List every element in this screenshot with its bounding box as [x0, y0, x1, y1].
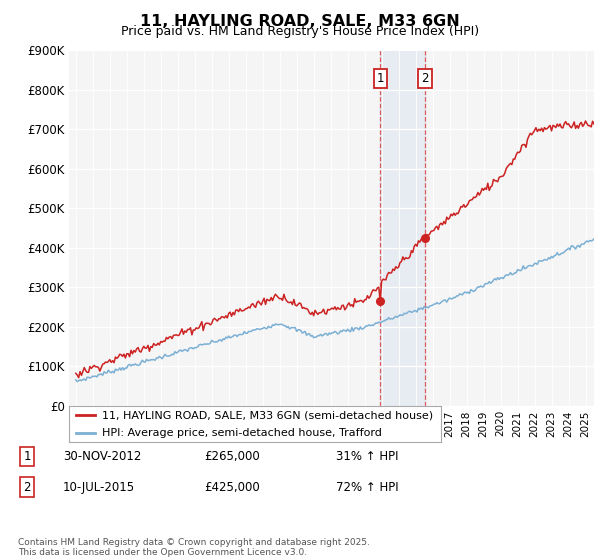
Text: 72% ↑ HPI: 72% ↑ HPI — [336, 480, 398, 494]
Text: 11, HAYLING ROAD, SALE, M33 6GN (semi-detached house): 11, HAYLING ROAD, SALE, M33 6GN (semi-de… — [103, 410, 434, 420]
Text: 30-NOV-2012: 30-NOV-2012 — [63, 450, 142, 463]
Bar — [380, 50, 425, 406]
Text: £265,000: £265,000 — [204, 450, 260, 463]
Text: 10-JUL-2015: 10-JUL-2015 — [63, 480, 135, 494]
Text: Price paid vs. HM Land Registry's House Price Index (HPI): Price paid vs. HM Land Registry's House … — [121, 25, 479, 38]
Text: 1: 1 — [23, 450, 31, 463]
Text: HPI: Average price, semi-detached house, Trafford: HPI: Average price, semi-detached house,… — [103, 428, 382, 438]
Text: 31% ↑ HPI: 31% ↑ HPI — [336, 450, 398, 463]
Text: 11, HAYLING ROAD, SALE, M33 6GN: 11, HAYLING ROAD, SALE, M33 6GN — [140, 14, 460, 29]
Text: Contains HM Land Registry data © Crown copyright and database right 2025.
This d: Contains HM Land Registry data © Crown c… — [18, 538, 370, 557]
Text: 2: 2 — [23, 480, 31, 494]
Text: £425,000: £425,000 — [204, 480, 260, 494]
Text: 2: 2 — [421, 72, 428, 85]
Text: 1: 1 — [376, 72, 384, 85]
